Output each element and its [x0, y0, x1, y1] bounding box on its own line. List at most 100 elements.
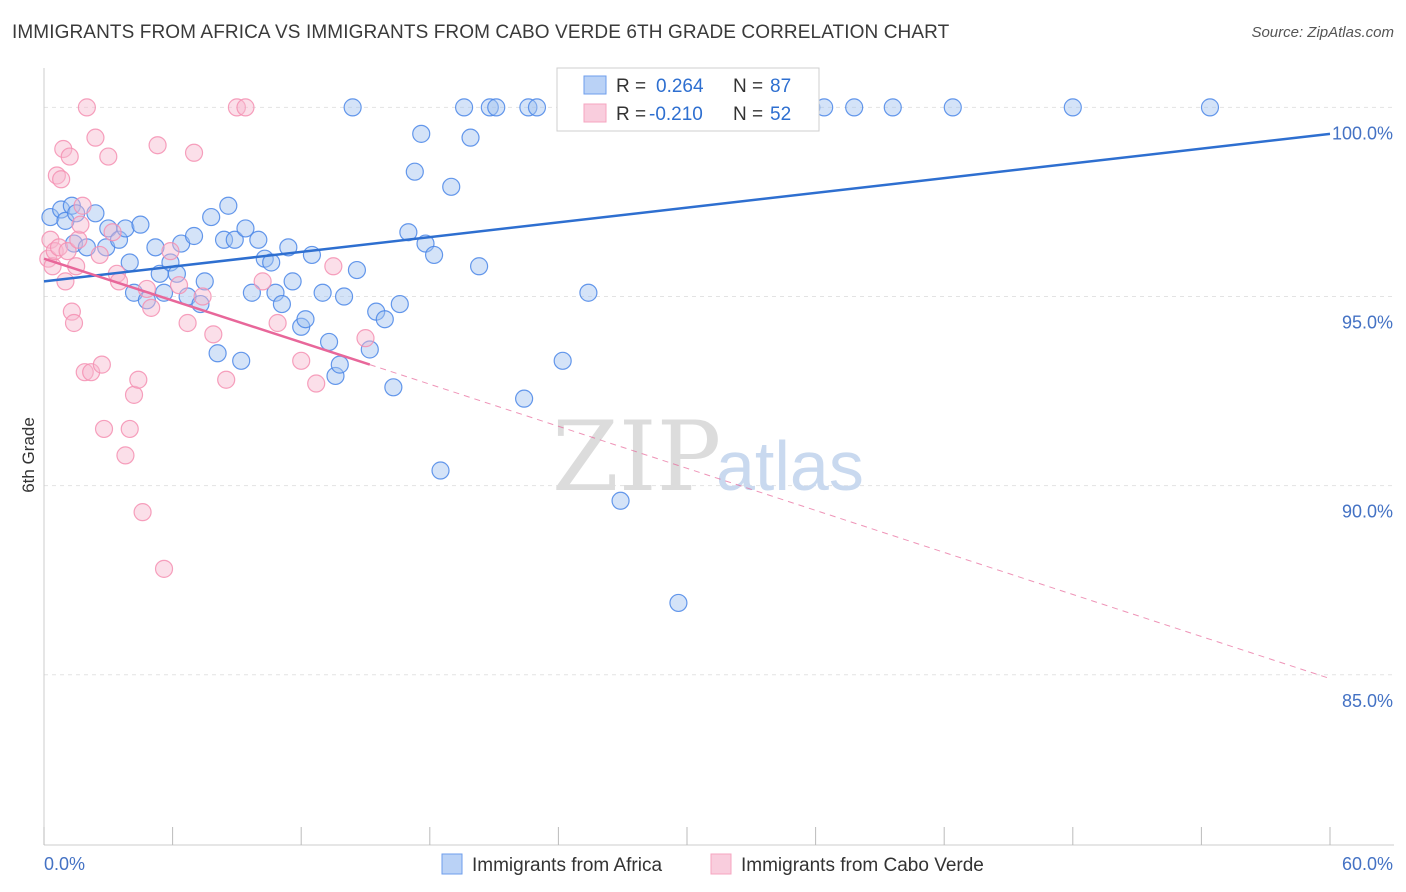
legend-swatch-cabo-verde: [710, 853, 732, 875]
stats-r-value-cabo-verde: -0.210: [649, 104, 703, 125]
cabo-verde-point: [148, 136, 167, 155]
cabo-verde-trend-extension: [369, 364, 1331, 680]
y-tick-label: 95.0%: [1342, 313, 1393, 333]
stats-legend-box: R = 0.264 N = 87 R = -0.210 N = 52: [556, 67, 820, 132]
cabo-verde-point: [217, 370, 236, 389]
cabo-verde-point: [52, 170, 71, 189]
cabo-verde-point: [71, 215, 90, 234]
africa-point: [146, 238, 165, 257]
x-tick-labels: 0.0% 60.0%: [44, 854, 1393, 874]
stats-n-value-cabo-verde: 52: [770, 104, 791, 125]
cabo-verde-point: [49, 238, 69, 257]
x-tick-label-min: 0.0%: [44, 854, 85, 874]
cabo-verde-point: [64, 313, 84, 333]
africa-point: [390, 294, 409, 314]
y-tick-label: 85.0%: [1342, 691, 1393, 711]
cabo-verde-point: [124, 385, 144, 404]
legend-swatch-africa: [441, 853, 463, 875]
africa-point: [313, 283, 332, 302]
africa-point: [1200, 98, 1220, 117]
cabo-verde-point: [133, 503, 152, 522]
cabo-verde-point: [69, 230, 88, 249]
cabo-verde-point: [307, 374, 326, 393]
cabo-verde-point: [90, 245, 109, 265]
stats-swatch-cabo-verde: [583, 103, 607, 123]
africa-point: [412, 124, 431, 143]
africa-point: [360, 340, 379, 359]
africa-point: [579, 283, 598, 302]
africa-point: [232, 351, 251, 370]
cabo-verde-trend-line: [43, 257, 371, 366]
cabo-verde-point: [116, 446, 135, 465]
cabo-verde-point: [56, 272, 75, 291]
bottom-legend: Immigrants from Africa Immigrants from C…: [441, 853, 984, 876]
cabo-verde-point: [253, 272, 272, 291]
cabo-verde-point: [356, 329, 375, 348]
africa-point: [330, 355, 349, 374]
africa-point: [242, 283, 262, 302]
watermark-atlas: atlas: [716, 427, 864, 505]
cabo-verde-point: [184, 143, 204, 162]
cabo-verde-point: [161, 242, 180, 261]
africa-point: [334, 287, 354, 306]
cabo-verde-point: [73, 196, 92, 215]
africa-point: [669, 593, 688, 613]
africa-point: [611, 491, 630, 510]
cabo-verde-point: [268, 313, 287, 333]
africa-point: [202, 207, 221, 227]
africa-point: [266, 283, 285, 302]
africa-point: [943, 98, 962, 117]
cabo-verde-point: [58, 242, 77, 261]
stats-n-label-cabo-verde: N =: [733, 104, 763, 125]
africa-point: [845, 98, 864, 117]
africa-point: [262, 253, 281, 272]
stats-r-label-cabo-verde: R =: [616, 104, 646, 125]
cabo-verde-point: [324, 257, 343, 276]
cabo-verde-point: [154, 559, 174, 578]
cabo-verde-point: [169, 276, 189, 295]
axes: [43, 68, 1394, 846]
scatter-points: [39, 98, 1220, 613]
africa-point: [480, 98, 499, 117]
cabo-verde-point: [92, 355, 111, 374]
africa-point: [431, 461, 450, 480]
cabo-verde-point: [75, 363, 94, 382]
legend-label-africa: Immigrants from Africa: [472, 855, 662, 876]
africa-point: [1063, 98, 1082, 117]
africa-point: [405, 162, 424, 181]
africa-point: [272, 294, 292, 314]
africa-point: [326, 366, 345, 386]
africa-point: [214, 230, 234, 249]
africa-trend-line: [43, 132, 1331, 283]
cabo-verde-point: [120, 419, 139, 439]
africa-point: [283, 272, 302, 291]
africa-point: [343, 98, 362, 117]
cabo-verde-point: [236, 98, 255, 117]
stats-n-value-africa: 87: [770, 76, 791, 97]
cabo-verde-point: [86, 128, 105, 147]
africa-point: [296, 310, 315, 329]
cabo-verde-point: [77, 98, 96, 117]
africa-point: [236, 219, 255, 238]
cabo-verde-point: [54, 139, 73, 159]
chart-title: IMMIGRANTS FROM AFRICA VS IMMIGRANTS FRO…: [12, 22, 950, 43]
cabo-verde-point: [204, 325, 223, 344]
y-tick-labels: 85.0% 90.0% 95.0% 100.0%: [1332, 123, 1393, 710]
africa-point: [208, 344, 227, 363]
africa-point: [469, 257, 489, 276]
watermark: ZIP atlas: [552, 401, 864, 513]
africa-point: [461, 128, 480, 147]
y-tick-label: 90.0%: [1342, 502, 1393, 522]
legend-label-cabo-verde: Immigrants from Cabo Verde: [741, 855, 984, 876]
africa-point: [52, 200, 71, 219]
grid-lines: [44, 106, 1394, 676]
cabo-verde-point: [103, 223, 122, 242]
africa-point: [249, 230, 268, 249]
africa-point: [553, 351, 572, 370]
cabo-verde-point: [129, 370, 148, 389]
africa-point: [279, 238, 298, 257]
x-tick-label-max: 60.0%: [1342, 854, 1393, 874]
africa-point: [424, 245, 444, 265]
y-tick-label: 100.0%: [1332, 123, 1393, 143]
africa-point: [219, 196, 238, 215]
